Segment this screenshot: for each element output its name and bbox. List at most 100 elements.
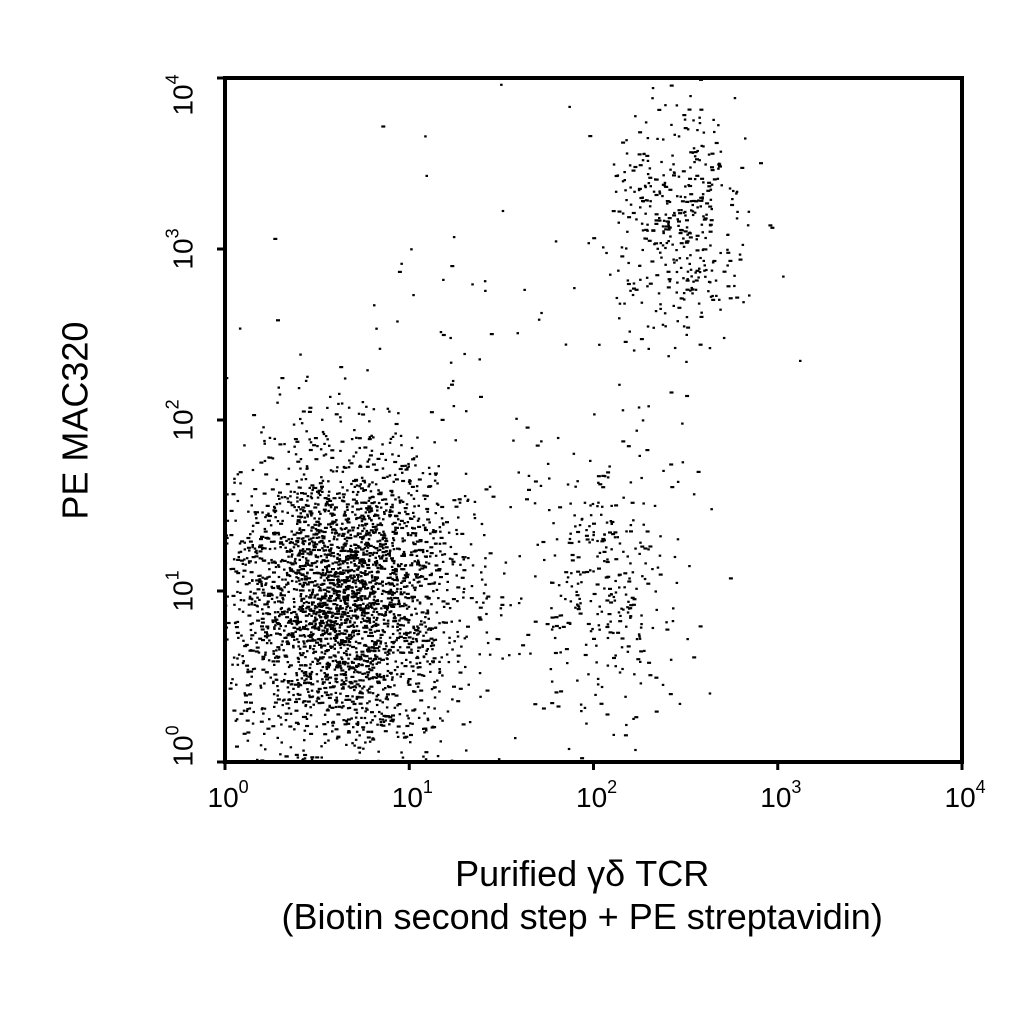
data-point [286,621,291,624]
data-point [340,669,345,672]
data-point [302,700,307,703]
data-point [366,566,371,570]
data-point [689,289,692,292]
data-point [264,631,268,634]
data-point [401,537,404,540]
data-point [281,704,284,707]
data-point [283,678,286,682]
data-point [331,660,335,663]
data-point [679,266,683,269]
data-point [273,547,277,550]
data-point [608,531,612,534]
data-point [255,604,258,607]
data-point [302,652,305,655]
data-point [360,575,363,578]
x-tick-label-exponent: 2 [607,777,618,797]
data-point [440,656,443,659]
data-point [275,478,279,481]
data-point [529,652,532,655]
data-point [344,602,349,605]
data-point [649,185,652,188]
data-point [334,699,339,702]
data-point [311,609,316,612]
data-point [320,646,323,649]
data-point [344,698,349,701]
data-point [694,279,699,282]
data-point [325,500,329,503]
data-point [267,592,272,595]
data-point [450,265,455,268]
data-point [268,718,271,721]
data-point [379,642,382,645]
data-point [360,614,364,617]
data-point [329,627,333,630]
data-point [280,611,285,614]
data-point [424,631,428,634]
data-point [610,548,613,551]
data-point [260,544,264,547]
data-point [285,702,290,705]
data-point [617,210,622,213]
data-point [336,622,339,626]
data-point [341,607,344,610]
data-point [412,497,416,500]
data-point [353,603,357,606]
data-point [637,187,642,190]
data-point [710,169,715,172]
data-point [648,282,653,285]
data-point [701,196,704,199]
data-point [661,323,665,326]
data-point [355,595,358,598]
data-point [423,712,426,715]
data-point [654,310,658,313]
data-point [427,706,430,709]
data-point [500,596,505,599]
data-point [270,585,273,588]
data-point [378,673,382,676]
data-point [263,635,268,638]
data-point [326,565,331,568]
data-point [396,579,399,582]
data-point [400,444,403,447]
data-point [376,523,381,526]
data-point [553,554,557,557]
data-point [368,552,373,555]
data-point [335,666,340,669]
data-point [606,471,611,474]
data-point [637,153,642,156]
data-point [382,604,385,607]
data-point [325,678,330,681]
data-point [359,589,362,592]
data-point [288,574,292,578]
data-point [294,562,298,565]
data-point [391,582,394,585]
data-point [373,304,376,307]
data-point [414,607,417,610]
data-point [438,671,441,674]
data-point [292,610,297,614]
data-point [608,465,611,468]
data-point [359,483,362,486]
data-point [271,620,275,624]
data-point [293,445,296,448]
data-point [278,615,281,618]
data-point [336,610,341,613]
data-point [363,446,368,449]
data-point [618,586,621,589]
data-point [335,470,338,473]
data-point [350,438,354,441]
data-point [381,125,386,128]
data-point [368,571,371,574]
data-point [467,683,470,686]
data-point [311,588,315,591]
data-point [344,569,349,572]
data-point [346,615,351,618]
data-point [570,559,575,562]
data-point [251,556,256,559]
data-point [667,222,670,226]
data-point [357,607,362,610]
data-point [289,618,292,621]
data-point [706,189,711,192]
data-point [646,199,649,202]
data-point [705,213,708,216]
